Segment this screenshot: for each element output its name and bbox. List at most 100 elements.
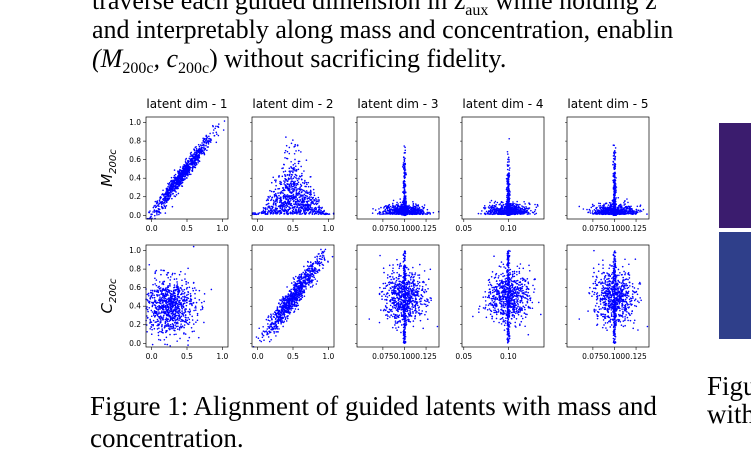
scatter-point (318, 200, 320, 203)
scatter-point (593, 204, 595, 207)
scatter-point (171, 197, 173, 200)
scatter-point (262, 212, 265, 214)
scatter-point (195, 162, 198, 164)
scatter-point (302, 194, 304, 197)
scatter-point (279, 192, 282, 195)
scatter-point (395, 213, 398, 215)
scatter-point (281, 175, 284, 178)
scatter-point (279, 211, 282, 214)
scatter-point (193, 149, 196, 152)
scatter-point (172, 189, 175, 192)
scatter-points (477, 137, 539, 217)
scatter-point (189, 162, 191, 165)
scatter-point (291, 198, 294, 201)
scatter-point (500, 213, 503, 216)
scatter-point (490, 199, 493, 202)
scatter-point (275, 184, 277, 187)
scatter-point (493, 206, 495, 209)
scatter-point (268, 197, 270, 199)
scatter-point (198, 156, 201, 159)
scatter-point (507, 194, 510, 196)
scatter-point (286, 173, 289, 176)
scatter-point (272, 199, 275, 202)
scatter-point (629, 209, 632, 212)
scatter-point (484, 207, 486, 210)
scatter-point (189, 168, 191, 170)
scatter-point (291, 178, 293, 180)
scatter-point (287, 179, 289, 182)
scatter-point (494, 200, 497, 203)
scatter-point (513, 202, 515, 205)
scatter-point (602, 213, 604, 215)
scatter-point (169, 323, 172, 326)
scatter-point (516, 212, 519, 215)
scatter-point (402, 163, 405, 166)
scatter-point (192, 153, 195, 155)
scatter-point (612, 181, 615, 184)
scatter-point (422, 210, 424, 212)
x-tick-label: 0.0 (146, 224, 158, 233)
scatter-point (309, 189, 312, 192)
scatter-point (511, 206, 513, 209)
scatter-point (591, 203, 594, 206)
scatter-point (165, 325, 168, 327)
scatter-point (188, 173, 191, 176)
scatter-point (275, 194, 277, 197)
scatter-point (614, 151, 617, 154)
scatter-point (286, 150, 289, 153)
scatter-point (180, 177, 183, 180)
scatter-point (280, 211, 283, 213)
scatter-point (628, 205, 631, 208)
scatter-point (174, 178, 176, 180)
scatter-point (164, 193, 166, 195)
scatter-point (316, 202, 319, 205)
scatter-point (496, 209, 499, 212)
scatter-point (154, 204, 156, 207)
scatter-point (169, 193, 172, 196)
scatter-point (611, 208, 614, 211)
scatter-point (598, 205, 600, 207)
scatter-point (614, 150, 616, 152)
scatter-point (372, 208, 374, 210)
scatter-point (493, 202, 496, 204)
scatter-point (193, 166, 195, 168)
scatter-point (188, 157, 191, 160)
scatter-point (309, 206, 312, 209)
scatter-point (487, 211, 489, 214)
scatter-point (292, 190, 295, 193)
scatter-point (491, 206, 494, 209)
scatter-point (179, 174, 182, 176)
scatter-point (266, 203, 269, 205)
scatter-point (404, 149, 407, 152)
scatter-point (160, 201, 163, 203)
scatter-point (161, 193, 163, 196)
scatter-point (194, 309, 197, 311)
scatter-point (314, 202, 317, 205)
scatter-point (416, 207, 419, 209)
scatter-point (180, 182, 183, 185)
scatter-point (296, 179, 299, 182)
scatter-point (200, 308, 202, 311)
scatter-point (170, 290, 173, 293)
scatter-point (317, 213, 320, 215)
scatter-point (215, 141, 218, 144)
scatter-point (292, 164, 295, 166)
scatter-point (413, 212, 415, 214)
column-title: latent dim - 1 (146, 97, 227, 111)
scatter-point (630, 205, 632, 208)
scatter-point (508, 169, 511, 171)
scatter-point (180, 320, 182, 323)
scatter-point (293, 197, 295, 200)
scatter-point (426, 208, 429, 211)
scatter-point (311, 197, 314, 200)
scatter-point (164, 212, 167, 214)
scatter-point (509, 209, 512, 212)
scatter-point (323, 209, 325, 212)
scatter-point (277, 192, 279, 194)
scatter-point (519, 203, 521, 206)
scatter-point (515, 204, 518, 207)
scatter-point (378, 210, 381, 213)
scatter-point (395, 209, 398, 212)
scatter-point (163, 201, 166, 204)
scatter-point (152, 211, 154, 213)
